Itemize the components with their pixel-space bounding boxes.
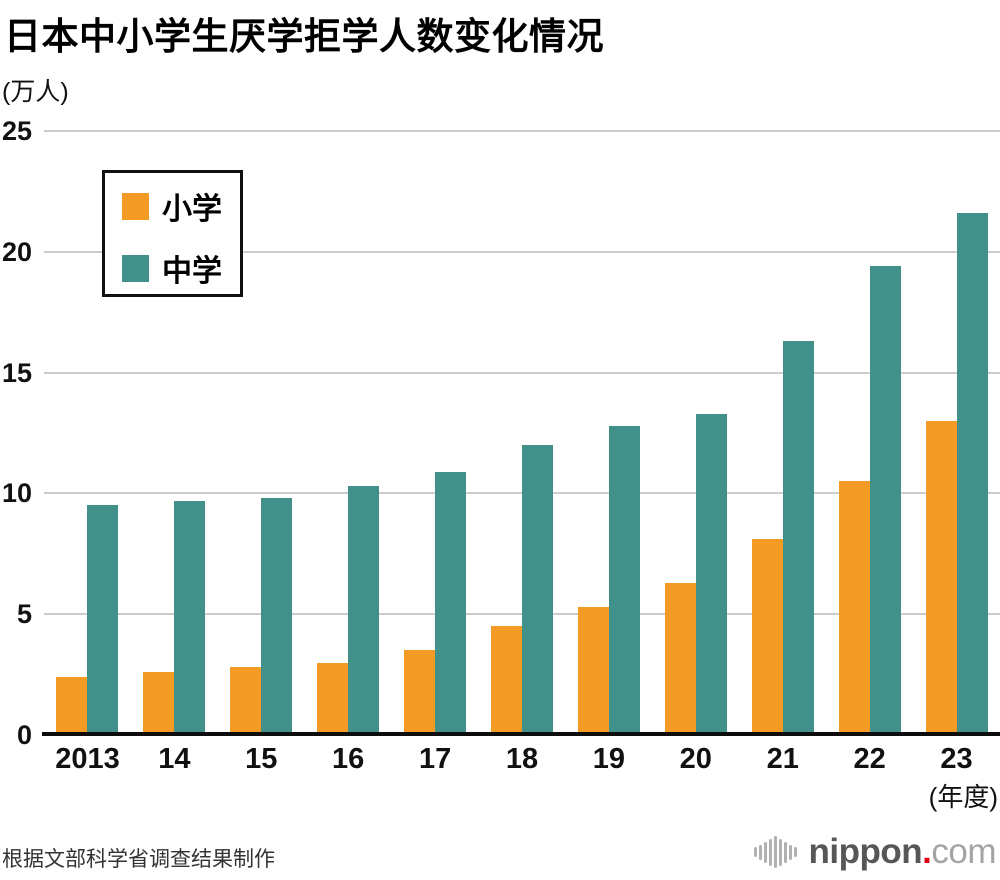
legend-swatch-middle xyxy=(122,254,149,282)
bar-group-16 xyxy=(305,486,392,735)
bar-中学-17 xyxy=(435,472,467,735)
bar-小学-23 xyxy=(925,421,957,735)
y-axis-unit-label: (万人) xyxy=(2,78,69,106)
bar-小学-15 xyxy=(230,667,262,735)
x-tick-label-21: 21 xyxy=(766,743,799,775)
bar-group-19 xyxy=(565,426,652,735)
bar-小学-22 xyxy=(838,481,870,735)
bar-中学-20 xyxy=(695,414,727,735)
x-tick-label-18: 18 xyxy=(505,743,539,775)
bar-小学-20 xyxy=(664,583,696,735)
legend-label-elementary: 小学 xyxy=(162,193,222,226)
legend-swatch-elementary xyxy=(122,192,149,220)
bar-小学-19 xyxy=(577,607,609,735)
bar-小学-14 xyxy=(143,672,175,735)
x-tick-label-20: 20 xyxy=(679,743,712,775)
bar-中学-23 xyxy=(956,213,988,735)
x-tick-label-14: 14 xyxy=(158,743,191,775)
y-tick-label-20: 20 xyxy=(1,236,32,267)
bar-group-18 xyxy=(479,445,566,735)
x-tick-label-17: 17 xyxy=(418,743,452,775)
y-tick-label-5: 5 xyxy=(16,599,32,630)
bar-中学-15 xyxy=(261,498,293,735)
legend-label-middle: 中学 xyxy=(162,255,222,288)
bar-中学-18 xyxy=(521,445,553,735)
legend-item-elementary: 小学 xyxy=(122,192,240,226)
bar-group-2013 xyxy=(44,505,131,735)
y-tick-label-25: 25 xyxy=(1,116,32,146)
plot-area xyxy=(44,131,1000,735)
logo-tld: com xyxy=(931,832,996,871)
logo-text: nippon.com xyxy=(808,832,997,872)
x-axis-baseline xyxy=(42,732,1000,736)
logo-brand: nippon xyxy=(808,832,923,871)
bar-中学-19 xyxy=(608,426,640,735)
nippon-logo: nippon.com xyxy=(753,832,997,872)
x-tick-label-22: 22 xyxy=(853,743,886,775)
source-note: 根据文部科学省调查结果制作 xyxy=(2,848,275,871)
bar-group-15 xyxy=(218,498,305,735)
logo-dot: . xyxy=(922,832,932,871)
bar-中学-2013 xyxy=(87,505,119,735)
x-axis-unit-label: (年度) xyxy=(928,782,998,812)
bar-中学-16 xyxy=(348,486,380,735)
bar-小学-16 xyxy=(317,663,349,735)
x-tick-label-19: 19 xyxy=(592,743,626,775)
chart-title: 日本中小学生厌学拒学人数变化情况 xyxy=(4,16,604,57)
gridline-y25 xyxy=(44,130,1000,132)
bar-中学-14 xyxy=(174,501,206,735)
bar-小学-2013 xyxy=(56,677,88,735)
x-tick-label-15: 15 xyxy=(245,743,278,775)
legend: 小学 中学 xyxy=(102,170,243,297)
bar-group-21 xyxy=(739,341,826,735)
y-tick-label-15: 15 xyxy=(1,357,32,388)
bar-中学-22 xyxy=(869,266,901,735)
bar-group-17 xyxy=(392,472,479,735)
bar-中学-21 xyxy=(782,341,814,735)
y-tick-label-0: 0 xyxy=(16,720,32,750)
y-tick-label-10: 10 xyxy=(1,478,32,509)
bar-group-20 xyxy=(652,414,739,735)
bar-小学-17 xyxy=(404,650,436,735)
bar-group-22 xyxy=(826,266,913,735)
x-tick-label-2013: 2013 xyxy=(55,743,120,775)
gridline-y15 xyxy=(44,371,1000,374)
bar-group-23 xyxy=(913,213,1000,735)
x-tick-label-16: 16 xyxy=(332,743,365,775)
x-tick-label-23: 23 xyxy=(940,743,973,775)
bar-group-14 xyxy=(131,501,218,735)
waveform-icon xyxy=(753,835,799,869)
x-axis-labels: 2013 14 15 16 17 18 19 20 21 22 23 xyxy=(44,743,1000,776)
bar-小学-21 xyxy=(751,539,783,735)
bar-小学-18 xyxy=(490,626,522,735)
legend-item-middle: 中学 xyxy=(122,254,240,288)
gridline-y20 xyxy=(44,250,1000,253)
